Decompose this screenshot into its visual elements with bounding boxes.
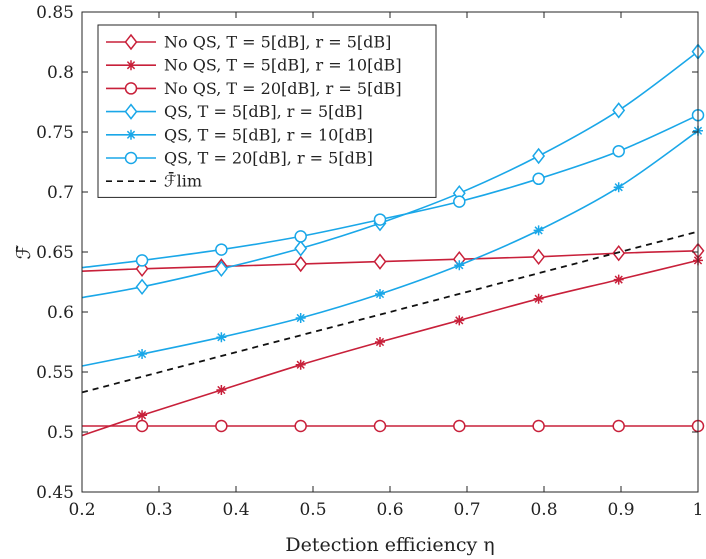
x-tick-label: 0.3 [145, 500, 172, 520]
x-tick-label: 1 [693, 500, 704, 520]
legend-label: No QS, T = 5[dB], r = 5[dB] [164, 33, 391, 52]
series-6-point [373, 213, 387, 226]
series-2-point [137, 410, 148, 421]
legend: No QS, T = 5[dB], r = 5[dB] No QS, T = 5[… [97, 24, 437, 198]
y-tick-label: 0.6 [47, 303, 74, 323]
series-1-point [294, 255, 308, 273]
legend-label: QS, T = 20[dB], r = 5[dB] [164, 149, 373, 168]
series-7-line [81, 230, 699, 394]
series-4-point [532, 147, 546, 165]
y-tick-label: 0.7 [47, 183, 74, 203]
series-3-point [215, 419, 228, 433]
x-axis-title: Detection efficiency η [285, 534, 494, 556]
y-tick-label: 0.75 [36, 123, 74, 143]
y-tick-label: 0.55 [36, 363, 74, 383]
series-6-point [453, 195, 466, 208]
series-2-point [613, 274, 624, 285]
legend-item: No QS, T = 20[dB], r = 5[dB] [106, 79, 402, 98]
series-6-point [135, 254, 149, 267]
legend-swatch-marker [124, 151, 138, 165]
series-5-point [374, 289, 385, 299]
x-tick-label: 0.9 [607, 500, 634, 520]
series-2-point [454, 315, 465, 326]
y-tick-label: 0.85 [36, 3, 74, 23]
y-tick-label: 0.5 [47, 423, 74, 443]
series-4-point [214, 260, 228, 278]
series-1 [81, 242, 705, 278]
legend-item: No QS, T = 5[dB], r = 5[dB] [106, 33, 391, 52]
series-4-point [294, 240, 308, 257]
series-5-point [454, 260, 465, 271]
series-4-point [135, 278, 149, 296]
series-7 [81, 230, 699, 394]
y-tick-label: 0.65 [36, 243, 74, 263]
series-1-point [373, 253, 387, 270]
series-5-point [533, 225, 544, 236]
legend-label: QS, T = 5[dB], r = 5[dB] [164, 102, 363, 121]
legend-item: QS, T = 20[dB], r = 5[dB] [106, 149, 373, 168]
series-6-point [294, 230, 307, 243]
series-1-point [532, 248, 546, 266]
series-2-point [374, 337, 385, 347]
legend-item: No QS, T = 5[dB], r = 10[dB] [106, 56, 402, 75]
series-2-point [216, 385, 227, 395]
series-5-point [613, 182, 624, 193]
tick-layer: 0.2 0.3 0.4 0.5 0.6 0.7 0.8 0.9 1 0.45 0.5 0.55 0.6 0… [36, 3, 703, 520]
x-tick-label: 0.2 [68, 500, 95, 520]
legend-label: No QS, T = 20[dB], r = 5[dB] [164, 79, 402, 98]
series-2 [81, 255, 703, 437]
y-tick-label: 0.45 [36, 483, 74, 503]
legend-label: No QS, T = 5[dB], r = 10[dB] [164, 56, 402, 75]
series-6-point [532, 172, 545, 186]
legend-swatch-marker [126, 129, 136, 140]
legend-swatch-marker [124, 82, 138, 95]
series-2-point [295, 359, 306, 370]
x-tick-label: 0.7 [453, 500, 480, 520]
series-5-point [295, 313, 306, 323]
series-3-point [453, 419, 466, 433]
legend-swatch-marker [124, 103, 138, 120]
y-axis-title: ℱ̄ [13, 244, 35, 259]
legend-swatch-marker [126, 60, 136, 71]
legend-label: QS, T = 5[dB], r = 10[dB] [164, 125, 373, 144]
series-5-point [216, 332, 227, 343]
x-tick-label: 0.4 [222, 500, 249, 520]
series-3-point [373, 419, 387, 433]
series-3-point [612, 419, 625, 433]
series-6-point [215, 243, 228, 256]
series-6-point [612, 144, 625, 158]
x-tick-label: 0.8 [530, 500, 557, 520]
legend-item: QS, T = 5[dB], r = 5[dB] [106, 102, 363, 121]
series-6-line [81, 114, 699, 269]
series-5-point [137, 349, 148, 359]
series-3-point [294, 419, 307, 433]
legend-swatch-marker [124, 33, 138, 51]
legend-label: ℱ̄lim [164, 172, 202, 191]
series-2-point [533, 293, 544, 304]
series-3-point [135, 419, 149, 433]
series-4-point [612, 102, 626, 119]
legend-item: ℱ̄lim [106, 172, 202, 191]
x-tick-label: 0.6 [376, 500, 403, 520]
y-tick-label: 0.8 [47, 63, 74, 83]
legend-item: QS, T = 5[dB], r = 10[dB] [106, 125, 373, 144]
x-tick-label: 0.5 [299, 500, 326, 520]
series-3-point [532, 419, 545, 433]
